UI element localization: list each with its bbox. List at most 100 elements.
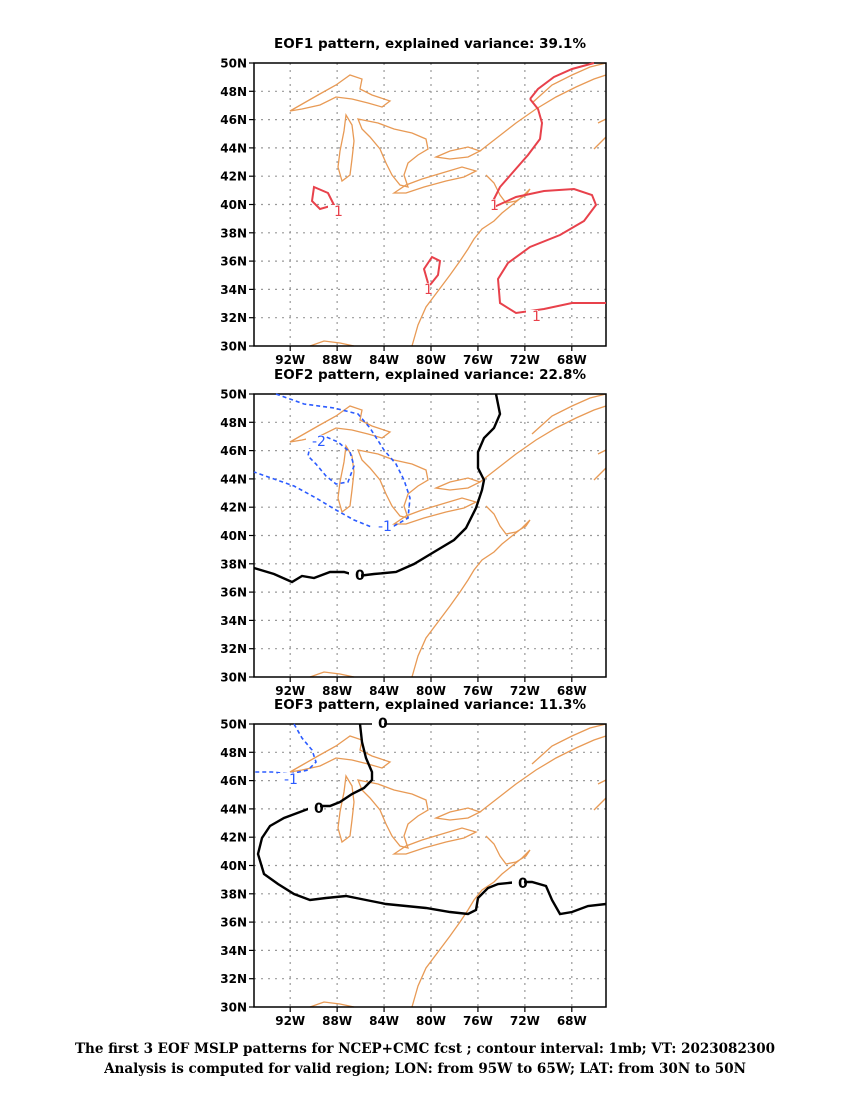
contour-label-neg1-bg	[278, 773, 298, 786]
contour-label-zero-bg	[372, 717, 384, 730]
lon-label: 92W	[275, 353, 305, 367]
lat-label: 42N	[220, 501, 247, 515]
lat-label: 36N	[220, 586, 247, 600]
coastline	[391, 166, 478, 194]
contour-label-zero: 0	[378, 716, 388, 732]
lon-label: 76W	[463, 1014, 493, 1028]
lat-label: 36N	[220, 255, 247, 269]
contour-label-neg2-bg	[306, 435, 326, 448]
lat-label: 38N	[220, 557, 247, 571]
grid-lines	[254, 394, 606, 677]
panel3-title: EOF3 pattern, explained variance: 11.3%	[274, 697, 586, 713]
caption-line1: The first 3 EOF MSLP patterns for NCEP+C…	[74, 1041, 776, 1057]
contour-label-1: 1	[334, 204, 343, 220]
coastline	[337, 444, 355, 514]
contour-label-zero: 0	[355, 568, 365, 584]
contour-1	[310, 185, 336, 211]
contour-1	[529, 62, 595, 100]
grid-lines	[254, 724, 606, 1007]
lat-label: 30N	[220, 340, 247, 354]
coastline	[479, 405, 607, 483]
contour-1	[493, 187, 606, 315]
coastlines	[289, 393, 607, 678]
lat-label: 42N	[220, 170, 247, 184]
lat-label: 50N	[220, 718, 247, 732]
lat-label: 36N	[220, 916, 247, 930]
lon-label: 92W	[275, 684, 305, 698]
coastline	[289, 74, 392, 112]
contour-1	[422, 255, 442, 286]
coastline	[411, 835, 531, 1008]
lon-label: 76W	[463, 353, 493, 367]
contour-label-1-bg	[526, 310, 538, 323]
lon-label: 76W	[463, 684, 493, 698]
coastline	[531, 62, 607, 104]
panel2-title: EOF2 pattern, explained variance: 22.8%	[274, 367, 586, 383]
contour-neg1	[253, 393, 411, 529]
lat-label: 32N	[220, 642, 247, 656]
coastline	[309, 1001, 355, 1008]
coastline	[289, 735, 392, 773]
contour-label-zero: 0	[518, 876, 528, 892]
map-panel-2: 50N 48N 46N 44N 42N 40N 38N 36N 34N 32N 30N 92W 88W 8…	[220, 388, 607, 698]
lat-label: 44N	[220, 141, 247, 155]
lat-label: 46N	[220, 774, 247, 788]
lat-label: 40N	[220, 859, 247, 873]
contour-label-1-bg	[418, 283, 430, 296]
lon-label: 80W	[416, 1014, 446, 1028]
lat-label: 46N	[220, 113, 247, 127]
lon-label: 80W	[416, 684, 446, 698]
lat-label: 32N	[220, 972, 247, 986]
contour-1	[491, 98, 544, 204]
coastline	[356, 449, 429, 519]
coastline	[479, 74, 607, 152]
lat-label: 34N	[220, 944, 247, 958]
contour-label-neg2: -2	[312, 434, 326, 450]
lon-label: 88W	[322, 1014, 352, 1028]
coastline	[433, 807, 482, 821]
lat-label: 46N	[220, 444, 247, 458]
coastline	[433, 146, 482, 160]
lon-label: 68W	[557, 1014, 587, 1028]
coastline	[531, 393, 607, 435]
lat-label: 34N	[220, 614, 247, 628]
contour-zero	[253, 393, 502, 584]
coastline	[479, 735, 607, 813]
lat-label: 42N	[220, 831, 247, 845]
map-panel-3: 50N 48N 46N 44N 42N 40N 38N 36N 34N 32N 30N 92W 88W 8…	[220, 718, 607, 1028]
lat-label: 48N	[220, 85, 247, 99]
contour-label-1: 1	[532, 309, 541, 325]
coastline	[593, 797, 607, 811]
coastline	[433, 477, 482, 491]
coastline	[309, 340, 355, 347]
lon-label: 68W	[557, 684, 587, 698]
coastline	[289, 405, 392, 443]
contour-label-neg1-bg	[372, 520, 392, 533]
coastline	[411, 505, 531, 678]
coastlines	[289, 62, 607, 347]
lon-label: 92W	[275, 1014, 305, 1028]
lat-label: 48N	[220, 746, 247, 760]
lat-label: 38N	[220, 887, 247, 901]
contour-label-1-bg	[328, 205, 340, 218]
contour-label-zero-bg	[512, 877, 524, 890]
panel1-title: EOF1 pattern, explained variance: 39.1%	[274, 36, 586, 52]
map-panel-1: 50N 48N 46N 44N 42N 40N 38N 36N 34N 32N 30N 92W 88W 8…	[220, 57, 607, 367]
lat-label: 30N	[220, 1001, 247, 1015]
contour-label-neg1: -1	[378, 519, 392, 535]
eof-maps: 50N 48N 46N 44N 42N 40N 38N 36N 34N 32N 30N 92W 88W 8…	[220, 57, 607, 1028]
coastline	[337, 113, 355, 183]
lon-label: 84W	[369, 684, 399, 698]
coastline	[356, 118, 429, 188]
coastline	[597, 449, 607, 455]
lon-label: 72W	[510, 353, 540, 367]
coastline	[597, 118, 607, 124]
contour-label-zero-bg	[349, 569, 361, 582]
coastline	[593, 136, 607, 150]
caption-line2: Analysis is computed for valid region; L…	[104, 1061, 746, 1077]
contour-label-1: 1	[424, 282, 433, 298]
coastline	[391, 827, 478, 855]
coastline	[309, 671, 355, 678]
coastline	[597, 779, 607, 785]
lat-label: 48N	[220, 416, 247, 430]
